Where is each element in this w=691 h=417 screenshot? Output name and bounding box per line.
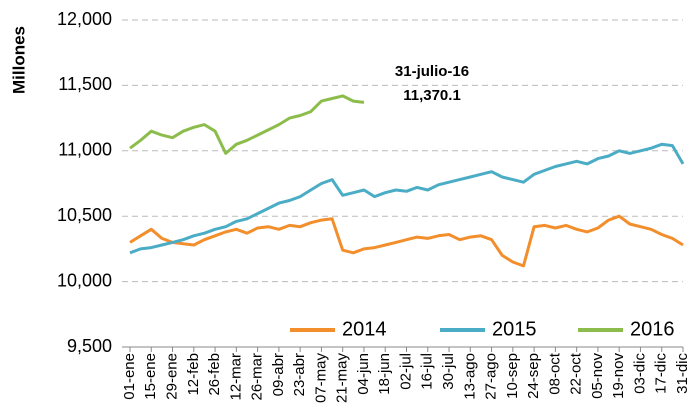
series-line [129,214,684,268]
x-tick-label: 29-ene [164,353,181,400]
x-tick-label: 30-jul [440,353,457,390]
y-tick-label: 11,000 [58,140,112,160]
x-tick-label: 19-nov [610,353,627,399]
x-tick-label: 10-sep [504,353,521,399]
x-tick-label: 22-oct [568,352,585,395]
series-line [129,94,365,155]
legend-label: 2014 [342,318,387,340]
x-tick-label: 16-jul [419,353,436,390]
x-tick-label: 03-dic [631,353,648,394]
x-tick-label: 08-oct [546,352,563,395]
annotation: 31-julio-16 [395,63,469,80]
x-tick-label: 15-ene [142,353,159,400]
x-tick-label: 26-mar [249,353,266,401]
legend-label: 2015 [492,318,537,340]
x-tick-label: 04-jun [355,353,372,395]
x-tick-label: 01-ene [121,353,138,400]
x-tick-label: 12-mar [227,353,244,401]
y-tick-label: 10,500 [57,205,112,225]
series-line [129,142,685,255]
x-tick-label: 21-may [334,353,351,404]
x-tick-label: 31-dic [674,353,691,394]
x-tick-label: 07-may [312,353,329,404]
x-tick-label: 17-dic [653,353,670,394]
y-axis-label: Millones [9,26,28,94]
x-tick-label: 27-ago [483,353,500,400]
annotation: 11,370.1 [403,87,461,104]
y-tick-label: 9,500 [67,336,112,356]
legend-label: 2016 [630,318,675,340]
x-tick-label: 05-nov [589,353,606,399]
x-tick-label: 18-jun [376,353,393,395]
y-tick-label: 11,500 [58,74,112,94]
x-tick-label: 26-feb [206,353,223,396]
y-tick-label: 12,000 [57,9,112,29]
y-tick-label: 10,000 [57,270,112,290]
x-tick-label: 09-abr [270,353,287,396]
x-tick-label: 24-sep [525,353,542,399]
x-tick-label: 12-feb [185,353,202,396]
x-tick-label: 23-abr [291,353,308,396]
x-tick-label: 02-jul [397,353,414,390]
x-tick-label: 13-ago [461,353,478,400]
